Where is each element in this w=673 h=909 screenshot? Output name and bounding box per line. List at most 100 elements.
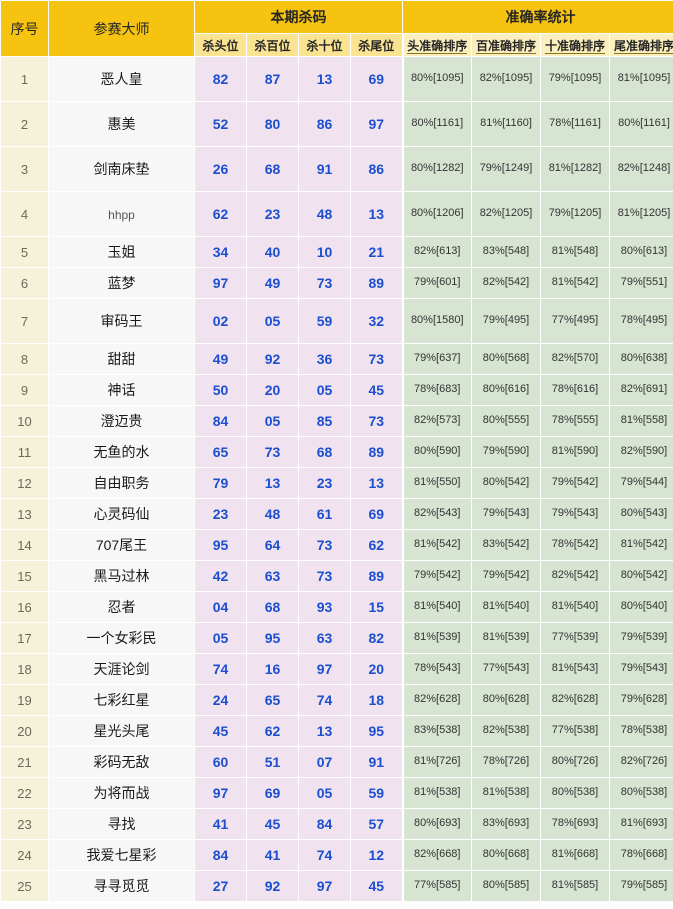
kill-value-2: 48 bbox=[299, 192, 351, 237]
accuracy-value-1: 83%[548] bbox=[472, 237, 541, 268]
kill-value-0: 97 bbox=[195, 268, 247, 299]
row-master-name: 寻找 bbox=[49, 809, 195, 840]
kill-value-1: 51 bbox=[247, 747, 299, 778]
kill-value-0: 27 bbox=[195, 871, 247, 902]
accuracy-value-2: 81%[590] bbox=[541, 437, 610, 468]
row-index: 25 bbox=[1, 871, 49, 902]
master-name-label: 心灵码仙 bbox=[94, 506, 150, 522]
kill-value-0: 23 bbox=[195, 499, 247, 530]
kill-value-0: 97 bbox=[195, 778, 247, 809]
row-master-name: 寻寻觅觅 bbox=[49, 871, 195, 902]
header-acc-ten[interactable]: 十准确排序 bbox=[541, 34, 610, 57]
accuracy-value-1: 82%[1205] bbox=[472, 192, 541, 237]
kill-value-3: 13 bbox=[351, 468, 403, 499]
accuracy-value-3: 81%[542] bbox=[610, 530, 673, 561]
accuracy-value-1: 79%[543] bbox=[472, 499, 541, 530]
row-master-name: 一个女彩民 bbox=[49, 623, 195, 654]
accuracy-value-3: 80%[613] bbox=[610, 237, 673, 268]
row-master-name: 星光头尾 bbox=[49, 716, 195, 747]
accuracy-value-1: 82%[542] bbox=[472, 268, 541, 299]
header-acc-hundred-label: 百准确排序 bbox=[476, 39, 536, 54]
accuracy-value-0: 80%[1206] bbox=[403, 192, 472, 237]
kill-value-1: 20 bbox=[247, 375, 299, 406]
accuracy-value-3: 82%[691] bbox=[610, 375, 673, 406]
kill-value-3: 20 bbox=[351, 654, 403, 685]
accuracy-value-3: 80%[540] bbox=[610, 592, 673, 623]
row-master-name: 审码王 bbox=[49, 299, 195, 344]
kill-value-2: 23 bbox=[299, 468, 351, 499]
header-acc-hundred[interactable]: 百准确排序 bbox=[472, 34, 541, 57]
accuracy-value-2: 81%[548] bbox=[541, 237, 610, 268]
kill-value-2: 73 bbox=[299, 530, 351, 561]
master-name-label: 707尾王 bbox=[96, 537, 147, 553]
master-name-label: 蓝梦 bbox=[108, 275, 136, 291]
accuracy-value-3: 79%[543] bbox=[610, 654, 673, 685]
accuracy-value-3: 78%[538] bbox=[610, 716, 673, 747]
header-acc-tail[interactable]: 尾准确排序 bbox=[610, 34, 673, 57]
header-row-main: 序号 参赛大师 本期杀码 准确率统计 bbox=[1, 1, 673, 34]
accuracy-value-0: 81%[550] bbox=[403, 468, 472, 499]
accuracy-value-0: 80%[1282] bbox=[403, 147, 472, 192]
row-master-name: 玉姐 bbox=[49, 237, 195, 268]
accuracy-value-2: 80%[538] bbox=[541, 778, 610, 809]
kill-value-3: 86 bbox=[351, 147, 403, 192]
accuracy-value-0: 78%[683] bbox=[403, 375, 472, 406]
master-name-label: 无鱼的水 bbox=[94, 444, 150, 460]
master-name-label: 寻找 bbox=[108, 816, 136, 832]
row-master-name: 707尾王 bbox=[49, 530, 195, 561]
accuracy-value-3: 80%[638] bbox=[610, 344, 673, 375]
row-master-name: 忍者 bbox=[49, 592, 195, 623]
kill-value-0: 45 bbox=[195, 716, 247, 747]
kill-value-2: 13 bbox=[299, 57, 351, 102]
kill-value-0: 84 bbox=[195, 840, 247, 871]
accuracy-value-1: 80%[616] bbox=[472, 375, 541, 406]
row-index: 22 bbox=[1, 778, 49, 809]
header-acc-head[interactable]: 头准确排序 bbox=[403, 34, 472, 57]
row-master-name: 黑马过林 bbox=[49, 561, 195, 592]
accuracy-value-0: 81%[726] bbox=[403, 747, 472, 778]
kill-value-3: 69 bbox=[351, 57, 403, 102]
kill-value-3: 89 bbox=[351, 437, 403, 468]
kill-value-3: 73 bbox=[351, 406, 403, 437]
master-name-label: 为将而战 bbox=[94, 785, 150, 801]
kill-value-0: 79 bbox=[195, 468, 247, 499]
accuracy-value-2: 78%[555] bbox=[541, 406, 610, 437]
accuracy-value-0: 80%[693] bbox=[403, 809, 472, 840]
header-group-kill: 本期杀码 bbox=[195, 1, 403, 34]
master-name-label: 一个女彩民 bbox=[87, 630, 157, 646]
kill-value-2: 85 bbox=[299, 406, 351, 437]
kill-value-0: 62 bbox=[195, 192, 247, 237]
accuracy-value-0: 78%[543] bbox=[403, 654, 472, 685]
kill-value-0: 52 bbox=[195, 102, 247, 147]
accuracy-value-2: 82%[542] bbox=[541, 561, 610, 592]
accuracy-value-3: 81%[1095] bbox=[610, 57, 673, 102]
row-master-name: 天涯论剑 bbox=[49, 654, 195, 685]
kill-value-0: 24 bbox=[195, 685, 247, 716]
row-master-name: 蓝梦 bbox=[49, 268, 195, 299]
accuracy-value-3: 80%[1161] bbox=[610, 102, 673, 147]
accuracy-value-0: 79%[637] bbox=[403, 344, 472, 375]
accuracy-value-2: 81%[668] bbox=[541, 840, 610, 871]
accuracy-value-0: 79%[601] bbox=[403, 268, 472, 299]
header-acc-head-label: 头准确排序 bbox=[407, 39, 467, 54]
row-index: 4 bbox=[1, 192, 49, 237]
accuracy-value-1: 81%[538] bbox=[472, 778, 541, 809]
kill-value-1: 05 bbox=[247, 299, 299, 344]
kill-value-3: 62 bbox=[351, 530, 403, 561]
kill-value-0: 42 bbox=[195, 561, 247, 592]
accuracy-value-1: 77%[543] bbox=[472, 654, 541, 685]
master-name-label: 惠美 bbox=[108, 116, 136, 132]
master-name-label: 恶人皇 bbox=[101, 71, 143, 87]
accuracy-value-1: 80%[568] bbox=[472, 344, 541, 375]
accuracy-value-0: 82%[668] bbox=[403, 840, 472, 871]
kill-value-1: 23 bbox=[247, 192, 299, 237]
row-master-name: 我爱七星彩 bbox=[49, 840, 195, 871]
